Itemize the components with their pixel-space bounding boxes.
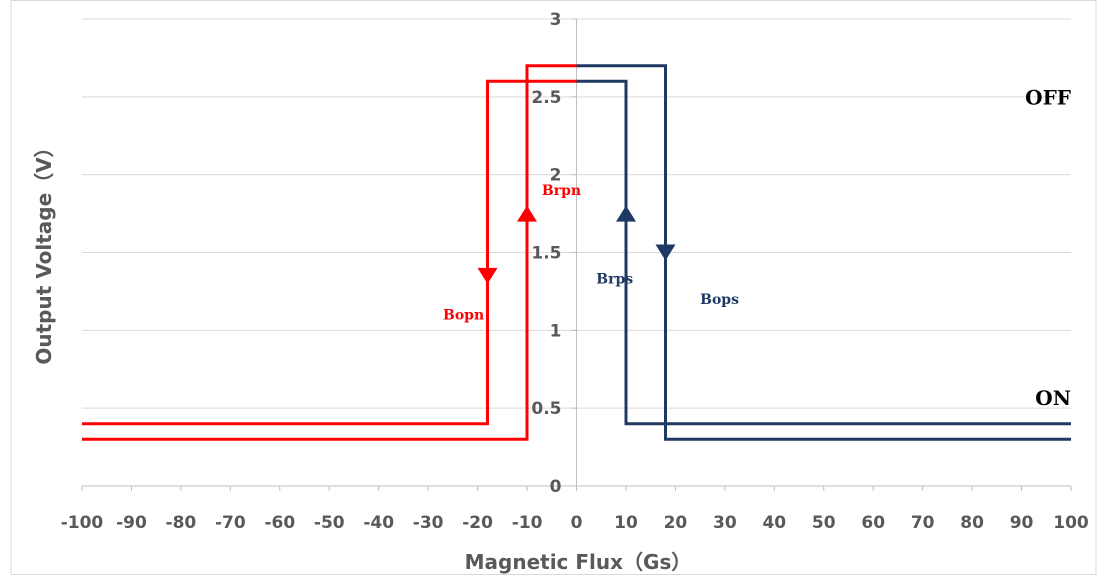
x-tick-label-18: 80 [960,513,984,533]
annotations: Bopn Brpn Brps Bops OFF ON [443,86,1071,410]
x-tick-label-6: -40 [363,513,394,533]
annotation-off: OFF [1025,86,1071,110]
x-tick-label-11: 10 [614,513,638,533]
x-tick-label-3: -70 [215,513,246,533]
x-tick-label-5: -50 [314,513,345,533]
y-tick-label-0: 0 [550,477,562,497]
y-tick-label-3: 1.5 [531,244,561,264]
x-tick-label-9: -10 [512,513,543,533]
direction-arrow-3 [616,205,636,222]
series-line-1 [82,79,577,426]
series-line-2 [82,64,577,441]
annotation-bopn: Bopn [443,307,484,323]
series-line-3 [576,79,1071,426]
chart-frame [10,0,1097,575]
y-axis-title: Output Voltage（V） [32,137,56,364]
x-tick-label-17: 70 [911,513,935,533]
x-tick-label-4: -60 [264,513,295,533]
x-tick-label-20: 100 [1053,513,1089,533]
annotation-on: ON [1035,386,1071,410]
y-tick-label-6: 3 [550,10,562,30]
y-tick-label-4: 2 [550,166,562,186]
x-tick-label-16: 60 [861,513,885,533]
y-tick-labels: 0 0.5 1 1.5 2 2.5 3 [531,10,561,497]
annotation-brpn: Brpn [542,183,581,199]
x-tick-label-14: 40 [762,513,786,533]
x-tick-label-1: -90 [116,513,147,533]
direction-arrow-1 [477,267,498,284]
x-tick-label-2: -80 [166,513,197,533]
annotation-brps: Brps [596,272,633,288]
x-tick-label-15: 50 [812,513,836,533]
x-axis-title: Magnetic Flux（Gs） [465,550,692,574]
direction-arrow-4 [655,244,676,261]
y-tick-label-5: 2.5 [531,88,561,108]
annotation-bops: Bops [700,292,739,308]
axes [81,18,1072,491]
y-tick-label-2: 1 [550,321,562,341]
x-tick-label-13: 30 [713,513,737,533]
x-tick-label-0: -100 [61,513,104,533]
direction-arrow-2 [517,205,537,222]
arrow-layer [477,205,676,284]
y-tick-label-1: 0.5 [531,399,561,419]
x-tick-labels: -100 -90 -80 -70 -60 -50 -40 -30 -20 -10 0 10 20 30 40… [61,513,1089,533]
x-tick-label-19: 90 [1010,513,1034,533]
x-tick-label-10: 0 [571,513,583,533]
x-tick-label-8: -20 [462,513,493,533]
x-tick-label-7: -30 [413,513,444,533]
x-tick-label-12: 20 [664,513,688,533]
